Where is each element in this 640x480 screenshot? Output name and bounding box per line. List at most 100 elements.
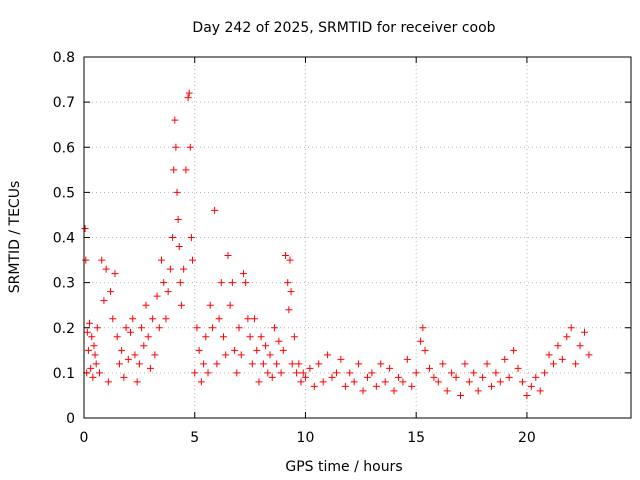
data-point	[222, 351, 230, 359]
data-point	[299, 369, 307, 377]
data-point	[518, 378, 526, 386]
data-point	[187, 234, 195, 241]
data-point	[237, 351, 245, 359]
data-point	[129, 315, 137, 323]
data-point	[135, 360, 143, 368]
data-point	[158, 256, 166, 264]
data-point	[527, 382, 535, 390]
data-point	[277, 369, 285, 377]
data-point	[279, 346, 287, 354]
data-point	[186, 143, 194, 151]
axis-ticks: 0 0.1 0.2 0.3 0.4 0.5 0.6 0.7 0.8 0 5 10 15 20	[53, 50, 631, 446]
data-point	[113, 333, 121, 341]
data-point	[185, 89, 193, 97]
data-point	[220, 333, 228, 341]
data-point	[122, 324, 130, 332]
data-point	[235, 324, 243, 332]
data-point	[91, 351, 99, 359]
data-point	[231, 346, 239, 354]
data-point	[492, 369, 500, 377]
data-point	[93, 324, 101, 332]
data-point	[173, 188, 181, 196]
data-point	[131, 351, 139, 359]
data-point	[381, 378, 389, 386]
data-point	[532, 373, 540, 381]
data-point	[195, 346, 203, 354]
data-point	[120, 373, 128, 381]
data-point	[233, 369, 241, 377]
data-point	[248, 360, 256, 368]
data-point	[89, 373, 97, 381]
data-point	[419, 324, 427, 332]
y-tick-label: 0.5	[53, 185, 75, 201]
data-point	[434, 378, 442, 386]
data-point	[151, 351, 159, 359]
data-point	[479, 373, 487, 381]
data-point	[465, 378, 473, 386]
data-point	[164, 288, 172, 296]
data-point	[585, 351, 593, 359]
data-point	[368, 369, 376, 377]
data-point	[257, 333, 265, 341]
data-point	[242, 279, 250, 287]
data-point	[273, 360, 281, 368]
data-point	[496, 378, 504, 386]
data-point	[206, 301, 214, 309]
data-point	[359, 387, 367, 395]
y-tick-label: 0.6	[53, 140, 75, 156]
data-point	[412, 369, 420, 377]
data-point	[217, 279, 225, 287]
data-point	[182, 166, 190, 174]
data-point	[83, 328, 91, 336]
data-point	[394, 373, 402, 381]
data-point	[563, 333, 571, 341]
data-point	[191, 369, 199, 377]
data-point	[189, 256, 197, 264]
y-tick-label: 0.2	[53, 321, 75, 337]
data-point	[461, 360, 469, 368]
y-tick-label: 0.3	[53, 276, 75, 292]
data-point	[107, 288, 115, 296]
data-point	[239, 270, 247, 278]
x-tick-label: 20	[518, 430, 536, 446]
data-point	[514, 364, 522, 372]
data-point	[153, 292, 161, 300]
data-point	[193, 324, 201, 332]
data-point	[176, 279, 184, 287]
data-point	[270, 324, 278, 332]
data-point	[208, 324, 216, 332]
data-point	[102, 265, 110, 273]
data-point	[98, 256, 106, 264]
data-point	[372, 382, 380, 390]
data-point	[142, 301, 150, 309]
data-point	[310, 382, 318, 390]
data-point	[301, 373, 309, 381]
data-point	[92, 360, 100, 368]
data-point	[96, 369, 104, 377]
data-point	[510, 346, 518, 354]
data-point	[160, 279, 168, 287]
data-point	[549, 360, 557, 368]
data-point	[184, 94, 192, 102]
data-point	[177, 301, 185, 309]
data-point	[228, 279, 236, 287]
data-point	[215, 315, 223, 323]
data-point	[487, 382, 495, 390]
data-point	[224, 252, 232, 260]
data-point	[567, 324, 575, 332]
data-point	[399, 378, 407, 386]
data-point	[138, 324, 146, 332]
data-point	[287, 288, 295, 296]
data-point	[140, 342, 148, 350]
data-point	[501, 355, 509, 363]
data-point	[284, 279, 292, 287]
data-point	[505, 373, 513, 381]
data-point	[180, 265, 188, 273]
data-point	[452, 373, 460, 381]
data-point	[315, 360, 323, 368]
data-point	[319, 378, 327, 386]
data-point	[146, 364, 154, 372]
data-point	[580, 328, 588, 336]
data-point	[246, 333, 254, 341]
data-point	[297, 378, 305, 386]
